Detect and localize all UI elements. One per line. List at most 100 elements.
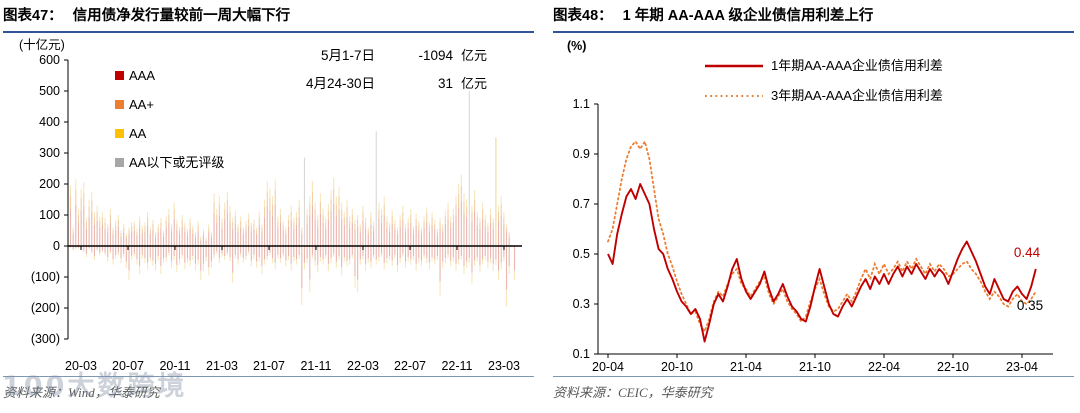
bar-neg-aaa: [378, 246, 380, 258]
bar-pos-aa: [500, 196, 502, 205]
bar-pos-aap: [261, 227, 263, 233]
y-tick-label: 200: [39, 177, 60, 191]
bar-neg-aa: [221, 253, 223, 257]
bar-pos-aap: [343, 217, 345, 225]
bar-pos-aap: [85, 222, 88, 229]
bar-neg-aa: [365, 263, 367, 271]
bar-pos-aa: [463, 193, 465, 202]
x-tick-label: 21-10: [799, 360, 831, 374]
bar-pos-aap: [131, 226, 133, 232]
bar-pos-aa: [290, 205, 292, 213]
bar-neg-aa: [147, 262, 149, 270]
bar-pos-aaa: [431, 224, 433, 246]
bar-pos-aa: [128, 227, 130, 231]
bar-pos-aa: [391, 210, 393, 217]
bar-neg-aa: [335, 261, 337, 268]
bar-pos-aa: [490, 208, 492, 215]
bar-neg-aa: [444, 258, 446, 264]
bar-neg-aa: [72, 249, 74, 251]
bar-neg-aaa: [418, 246, 420, 259]
bar-pos-aap: [221, 222, 223, 229]
y-tick-label: (300): [31, 332, 60, 346]
y-tick-label: 0.1: [573, 347, 590, 361]
bar-pos-aap: [455, 204, 457, 216]
bar-pos-aap: [128, 230, 130, 235]
bar-pos-aa: [383, 196, 385, 205]
bar-neg-aa: [436, 256, 438, 260]
bar-neg-aaa: [455, 246, 457, 264]
bar-neg-aaa: [293, 246, 295, 258]
bar-pos-aap: [482, 209, 484, 220]
bar-pos-aap: [107, 227, 109, 233]
bar-neg-aaa: [181, 246, 183, 255]
bar-pos-aap: [240, 221, 242, 228]
bar-pos-aap: [471, 212, 473, 222]
bar-pos-aap: [349, 221, 351, 228]
bar-neg-aa: [423, 254, 425, 259]
bar-pos-aa: [93, 211, 95, 218]
bar-neg-aaa: [444, 246, 446, 259]
bar-pos-aaa: [155, 237, 157, 246]
bar-pos-aaa: [69, 208, 72, 246]
bar-pos-aa: [253, 219, 255, 224]
bar-neg-aa: [394, 254, 396, 259]
bar-pos-aa: [399, 215, 401, 220]
bar-chart-canvas: (十亿元)600 500 400 300 200 100 0 (100) (200) (300) 2…: [19, 37, 522, 373]
bar-neg-aa: [309, 279, 311, 293]
bar-pos-aaa: [221, 228, 223, 246]
bar-neg-aaa: [495, 246, 497, 260]
bar-pos-aa: [184, 222, 186, 227]
bar-pos-aap: [234, 216, 236, 224]
bar-neg-aa: [442, 261, 444, 268]
x-tick-label: 21-03: [206, 359, 238, 373]
bar-pos-aa: [226, 191, 228, 201]
bar-pos-aap: [330, 199, 332, 212]
bar-pos-aaa: [269, 210, 271, 246]
bar-neg-aa: [388, 256, 391, 260]
bar-neg-aa: [362, 256, 364, 260]
bar-pos-aap: [322, 214, 324, 223]
bar-pos-aap: [264, 206, 266, 218]
bar-neg-aaa: [335, 246, 337, 262]
bar-neg-aa: [136, 259, 138, 265]
bar-pos-aa: [240, 216, 242, 222]
bar-pos-aap: [200, 238, 202, 241]
bar-pos-aap: [226, 200, 228, 213]
bar-neg-aa: [402, 253, 404, 257]
bar-pos-aaa: [447, 219, 449, 246]
bar-pos-aa: [420, 227, 422, 231]
bar-neg-aa: [370, 261, 372, 268]
y-tick-label: 0.3: [573, 297, 590, 311]
bar-neg-aaa: [277, 246, 279, 255]
bar-pos-aaa: [394, 229, 396, 246]
bar-neg-aa: [293, 257, 295, 262]
bar-pos-aa: [157, 224, 159, 228]
bar-neg-aa: [160, 266, 162, 274]
bar-pos-aap: [157, 227, 159, 233]
figure-48-title-text: 1 年期 AA-AAA 级企业债信用利差上行: [622, 8, 874, 24]
bar-pos-aaa: [101, 224, 103, 246]
bar-neg-aaa: [434, 246, 436, 260]
bar-neg-aaa: [487, 246, 489, 262]
bar-pos-aa: [242, 227, 244, 231]
bar-neg-aaa: [224, 246, 226, 257]
bar-pos-aap: [503, 217, 505, 225]
bar-pos-aa: [237, 224, 239, 228]
bar-pos-aa: [245, 221, 247, 226]
bar-neg-aaa: [93, 246, 95, 257]
bar-neg-aaa: [505, 246, 508, 290]
bar-pos-aa: [434, 219, 436, 224]
bar-pos-aap: [229, 212, 231, 222]
bar-neg-aaa: [192, 246, 194, 257]
bar-neg-aaa: [165, 246, 167, 258]
bar-pos-aaa: [282, 230, 284, 246]
bar-pos-aap: [123, 227, 125, 233]
bar-neg-aa: [224, 256, 226, 260]
bar-pos-aaa: [202, 235, 204, 246]
bar-pos-aaa: [434, 229, 436, 246]
bar-pos-aaa: [197, 230, 199, 246]
bar-neg-aa: [434, 259, 436, 265]
bar-neg-aaa: [282, 246, 284, 254]
bar-pos-aaa: [75, 204, 77, 246]
bar-pos-aa: [404, 224, 407, 228]
